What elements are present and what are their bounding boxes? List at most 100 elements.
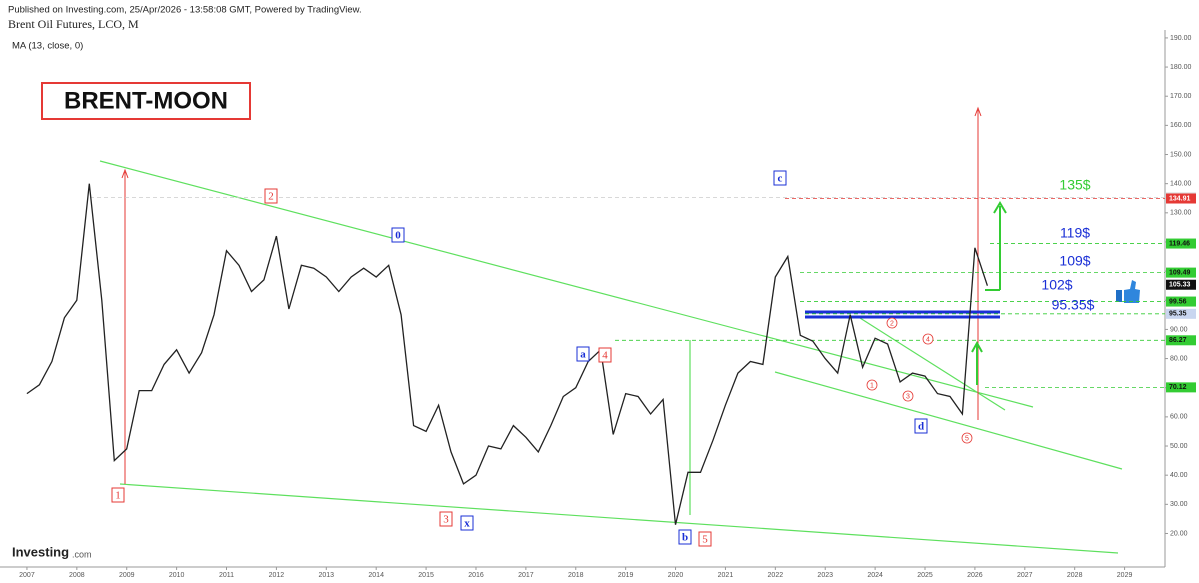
red-arrows xyxy=(121,106,982,484)
wave-circle xyxy=(886,317,898,329)
target-label: 109$ xyxy=(1059,253,1090,269)
level-label-box xyxy=(1166,382,1196,393)
wave-box xyxy=(914,418,928,434)
x-tick-label: 2009 xyxy=(119,572,135,579)
x-tick-label: 2024 xyxy=(867,572,883,579)
level-label: 134.91 xyxy=(1169,195,1191,202)
wave-circle xyxy=(961,432,973,444)
y-tick-label: 140.00 xyxy=(1170,181,1192,188)
level-label: 109.49 xyxy=(1169,269,1191,276)
y-tick-label: 190.00 xyxy=(1170,35,1192,42)
level-label: 105.33 xyxy=(1169,282,1191,289)
level-label-box xyxy=(1166,279,1196,290)
wave-label: d xyxy=(918,421,924,433)
target-label: 135$ xyxy=(1059,177,1090,193)
wave-label: 5 xyxy=(702,534,708,546)
x-tick-label: 2016 xyxy=(468,572,484,579)
wave-circle xyxy=(866,379,878,391)
x-tick-label: 2007 xyxy=(19,572,35,579)
y-tick-label: 40.00 xyxy=(1170,472,1188,479)
x-tick-label: 2023 xyxy=(817,572,833,579)
x-tick-label: 2011 xyxy=(219,572,234,579)
level-label: 70.12 xyxy=(1169,384,1187,391)
target-label: 119$ xyxy=(1060,225,1090,241)
level-label-box xyxy=(1166,335,1196,346)
price-line xyxy=(26,183,989,525)
y-tick-label: 130.00 xyxy=(1170,210,1192,217)
x-tick-label: 2017 xyxy=(518,572,534,579)
y-tick-label: 20.00 xyxy=(1170,530,1188,537)
wave-box xyxy=(598,347,612,363)
trendlines xyxy=(99,160,1123,554)
wave-box xyxy=(678,529,692,545)
wave-box xyxy=(439,511,453,527)
logo: Investing xyxy=(12,544,69,559)
wave-label: 2 xyxy=(268,191,274,203)
wave-box xyxy=(264,188,278,204)
y-tick-label: 170.00 xyxy=(1170,93,1192,100)
banner: BRENT-MOON xyxy=(64,87,228,114)
target-label: 95.35$ xyxy=(1052,297,1095,313)
y-tick-label: 50.00 xyxy=(1170,443,1188,450)
wave-box xyxy=(391,227,405,243)
level-label-box xyxy=(1166,193,1196,204)
level-label: 86.27 xyxy=(1169,337,1187,344)
wave-label: 0 xyxy=(395,230,401,242)
support-band xyxy=(805,310,1000,319)
green-arrows xyxy=(971,201,1007,385)
x-tick-label: 2022 xyxy=(768,572,784,579)
y-tick-label: 60.00 xyxy=(1170,414,1188,421)
x-tick-label: 2008 xyxy=(69,572,85,579)
y-tick-label: 160.00 xyxy=(1170,122,1192,129)
target-label: 102$ xyxy=(1041,277,1072,293)
thumbs-up xyxy=(1116,280,1140,303)
level-label: 119.46 xyxy=(1169,240,1190,247)
level-label-box xyxy=(1166,238,1196,249)
x-tick-label: 2018 xyxy=(568,572,584,579)
x-tick-label: 2015 xyxy=(418,572,434,579)
banner-box xyxy=(41,82,251,120)
level-label: 95.35 xyxy=(1169,311,1187,318)
y-tick-label: 30.00 xyxy=(1170,501,1188,508)
x-tick-label: 2012 xyxy=(269,572,285,579)
chart-title: Brent Oil Futures, LCO, M xyxy=(8,17,139,31)
wave-label: c xyxy=(778,173,783,185)
wave-label: 3 xyxy=(443,514,449,526)
x-tick-label: 2020 xyxy=(668,572,684,579)
header: Published on Investing.com, 25/Apr/2026 … xyxy=(8,5,362,16)
x-tick-label: 2014 xyxy=(368,572,384,579)
wave-circled-label: 4 xyxy=(926,336,930,343)
x-tick-label: 2010 xyxy=(169,572,185,579)
x-tick-label: 2029 xyxy=(1117,572,1133,579)
x-tick-label: 2013 xyxy=(319,572,335,579)
wave-box xyxy=(698,531,712,547)
x-tick-label: 2025 xyxy=(917,572,933,579)
y-tick-label: 80.00 xyxy=(1170,355,1188,362)
wave-circle xyxy=(922,333,934,345)
wave-label: b xyxy=(682,532,688,544)
y-tick-label: 90.00 xyxy=(1170,326,1188,333)
wave-circled-label: 5 xyxy=(965,435,969,442)
y-tick-label: 180.00 xyxy=(1170,64,1192,71)
wave-circled-label: 3 xyxy=(906,393,910,400)
x-tick-label: 2019 xyxy=(618,572,634,579)
level-label-box xyxy=(1166,296,1196,307)
wave-circled-label: 2 xyxy=(890,320,894,327)
level-label-box xyxy=(1166,267,1196,278)
logo-suffix: .com xyxy=(72,549,92,559)
x-tick-label: 2028 xyxy=(1067,572,1083,579)
wave-circled-label: 1 xyxy=(870,382,874,389)
wave-label: x xyxy=(464,518,470,530)
y-tick-label: 150.00 xyxy=(1170,151,1192,158)
wave-label: a xyxy=(580,349,586,361)
wave-box xyxy=(460,515,474,531)
x-tick-label: 2027 xyxy=(1017,572,1033,579)
level-label: 99.56 xyxy=(1169,298,1187,305)
wave-circle xyxy=(902,390,914,402)
level-label-box xyxy=(1166,308,1196,319)
wave-label: 1 xyxy=(115,490,121,502)
x-tick-label: 2021 xyxy=(718,572,734,579)
wave-box xyxy=(576,346,590,362)
